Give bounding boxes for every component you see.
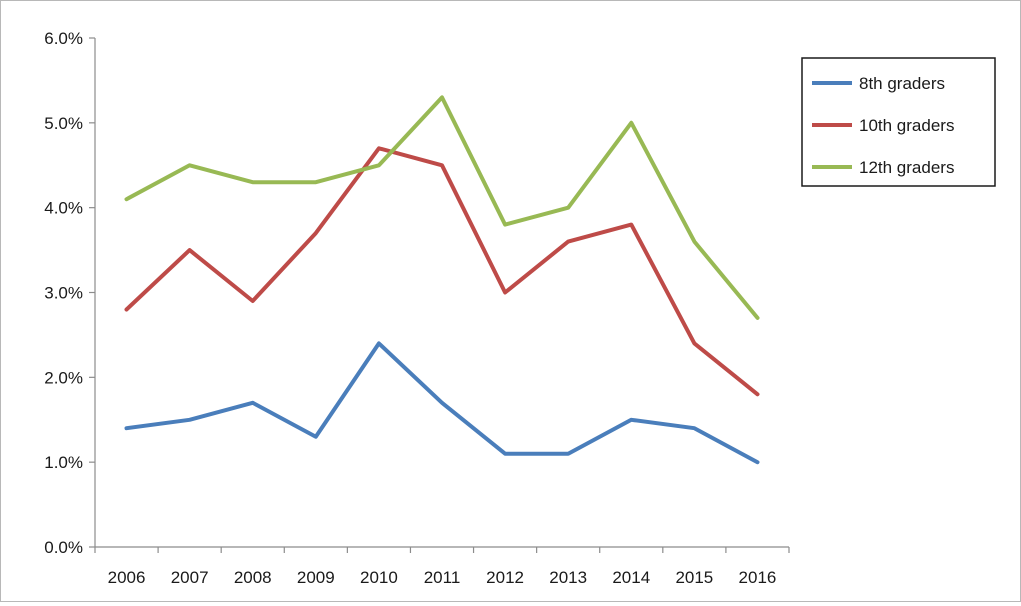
y-axis-ticks: 0.0% 1.0% 2.0% 3.0% 4.0% 5.0% 6.0% [44,29,95,557]
series-line-10th-graders [124,146,760,397]
y-tick-label: 3.0% [44,284,83,303]
series-line-12th-graders [124,95,760,320]
legend: 8th graders 10th graders 12th graders [801,57,996,187]
y-tick-label: 6.0% [44,29,83,48]
legend-label-8th-graders: 8th graders [859,74,945,93]
x-tick-label: 2009 [297,568,335,587]
x-tick-label: 2008 [234,568,272,587]
y-tick-label: 4.0% [44,199,83,218]
series-line-8th-graders [124,341,760,465]
legend-label-12th-graders: 12th graders [859,158,954,177]
legend-label-10th-graders: 10th graders [859,116,954,135]
x-axis-ticks: 2006 2007 2008 2009 2010 2011 2012 2013 2014 2015… [94,547,790,587]
x-tick-label: 2011 [424,568,461,587]
y-tick-label: 1.0% [44,453,83,472]
x-tick-label: 2014 [612,568,650,587]
y-tick-label: 5.0% [44,114,83,133]
x-tick-label: 2007 [171,568,209,587]
y-tick-label: 0.0% [44,538,83,557]
y-tick-label: 2.0% [44,368,83,387]
axes [94,38,789,548]
x-tick-label: 2006 [108,568,146,587]
series-layer [124,95,760,465]
x-tick-label: 2012 [486,568,524,587]
x-tick-label: 2010 [360,568,398,587]
x-tick-label: 2013 [549,568,587,587]
legend-box [801,57,996,187]
x-tick-label: 2015 [675,568,713,587]
x-tick-label: 2016 [739,568,777,587]
